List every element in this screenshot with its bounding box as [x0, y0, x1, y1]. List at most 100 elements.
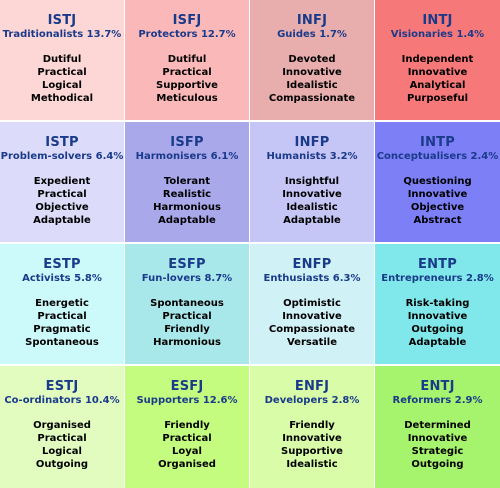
- type-code: ISFP: [170, 135, 204, 150]
- trait-item: Abstract: [413, 215, 462, 226]
- type-code: ENFP: [292, 257, 332, 272]
- trait-list: Determined Innovative Strategic Outgoing: [375, 419, 500, 471]
- trait-list: Optimistic Innovative Compassionate Versati…: [250, 297, 374, 349]
- trait-item: Pragmatic: [33, 324, 91, 335]
- type-label: Entrepreneurs 2.8%: [381, 273, 494, 284]
- type-cell-esfj: ESFJ Supporters 12.6% Friendly Practical Loy…: [125, 366, 249, 488]
- type-code: INTP: [420, 135, 455, 150]
- trait-list: Questioning Innovative Objective Abstract: [375, 175, 500, 227]
- type-cell-infj: INFJ Guides 1.7% Devoted Innovative Idealist…: [250, 0, 374, 120]
- trait-list: Risk-taking Innovative Outgoing Adaptable: [375, 297, 500, 349]
- type-cell-entj: ENTJ Reformers 2.9% Determined Innovative St…: [375, 366, 500, 488]
- trait-item: Optimistic: [283, 298, 341, 309]
- type-label: Co-ordinators 10.4%: [4, 395, 120, 406]
- trait-item: Meticulous: [156, 93, 218, 104]
- trait-item: Loyal: [172, 446, 202, 457]
- type-code: ENFJ: [294, 379, 330, 394]
- trait-item: Tolerant: [163, 176, 211, 187]
- trait-item: Idealistic: [286, 459, 338, 470]
- trait-item: Practical: [37, 311, 87, 322]
- trait-item: Friendly: [289, 420, 335, 431]
- type-code: INFP: [294, 135, 330, 150]
- type-cell-entp: ENTP Entrepreneurs 2.8% Risk-taking Innovat…: [375, 244, 500, 364]
- type-code: ISFJ: [172, 13, 202, 28]
- trait-item: Innovative: [282, 311, 342, 322]
- type-cell-isfp: ISFP Harmonisers 6.1% Tolerant Realistic Har…: [125, 122, 249, 242]
- type-label: Guides 1.7%: [277, 29, 347, 40]
- trait-item: Innovative: [282, 189, 342, 200]
- type-cell-esfp: ESFP Fun-lovers 8.7% Spontaneous Practical F…: [125, 244, 249, 364]
- trait-item: Harmonious: [153, 337, 221, 348]
- trait-item: Adaptable: [158, 215, 216, 226]
- trait-item: Questioning: [403, 176, 472, 187]
- trait-item: Compassionate: [268, 324, 356, 335]
- type-cell-intp: INTP Conceptualisers 2.4% Questioning Innov…: [375, 122, 500, 242]
- trait-item: Innovative: [407, 67, 468, 78]
- type-code: ENTP: [418, 257, 457, 272]
- trait-item: Innovative: [282, 433, 342, 444]
- trait-item: Devoted: [288, 54, 336, 65]
- trait-item: Adaptable: [283, 215, 341, 226]
- type-code: ESTJ: [45, 379, 79, 394]
- trait-item: Innovative: [407, 189, 468, 200]
- type-cell-estj: ESTJ Co-ordinators 10.4% Organised Practica…: [0, 366, 124, 488]
- trait-item: Energetic: [35, 298, 89, 309]
- trait-list: Friendly Innovative Supportive Idealistic: [250, 419, 374, 471]
- trait-item: Independent: [401, 54, 474, 65]
- trait-list: Friendly Practical Loyal Organised: [125, 419, 249, 471]
- trait-item: Dutiful: [42, 54, 82, 65]
- trait-item: Adaptable: [33, 215, 91, 226]
- trait-list: Organised Practical Logical Outgoing: [0, 419, 124, 471]
- type-cell-isfj: ISFJ Protectors 12.7% Dutiful Practical Supp…: [125, 0, 249, 120]
- type-code: ESFJ: [170, 379, 204, 394]
- trait-item: Practical: [162, 311, 212, 322]
- trait-item: Expedient: [33, 176, 91, 187]
- trait-list: Spontaneous Practical Friendly Harmonious: [125, 297, 249, 349]
- trait-item: Dutiful: [167, 54, 207, 65]
- type-label: Humanists 3.2%: [266, 151, 358, 162]
- type-code: INTJ: [422, 13, 453, 28]
- trait-item: Organised: [158, 459, 216, 470]
- trait-item: Risk-taking: [405, 298, 470, 309]
- trait-list: Tolerant Realistic Harmonious Adaptable: [125, 175, 249, 227]
- trait-list: Devoted Innovative Idealistic Compassionate: [250, 53, 374, 105]
- trait-item: Logical: [42, 446, 82, 457]
- trait-item: Idealistic: [286, 80, 338, 91]
- type-label: Reformers 2.9%: [392, 395, 483, 406]
- type-code: ESTP: [43, 257, 81, 272]
- trait-item: Methodical: [30, 93, 94, 104]
- type-code: ESFP: [168, 257, 206, 272]
- trait-item: Outgoing: [411, 459, 464, 470]
- type-code: ISTJ: [47, 13, 77, 28]
- type-code: ENTJ: [420, 379, 455, 394]
- trait-item: Objective: [35, 202, 89, 213]
- type-label: Visionaries 1.4%: [390, 29, 485, 40]
- trait-item: Organised: [33, 420, 91, 431]
- trait-item: Friendly: [164, 420, 210, 431]
- type-cell-intj: INTJ Visionaries 1.4% Independent Innovativ…: [375, 0, 500, 120]
- trait-item: Purposeful: [406, 93, 469, 104]
- type-cell-istj: ISTJ Traditionalists 13.7% Dutiful Practica…: [0, 0, 124, 120]
- type-label: Developers 2.8%: [264, 395, 360, 406]
- trait-item: Determined: [404, 420, 471, 431]
- type-cell-enfj: ENFJ Developers 2.8% Friendly Innovative Sup…: [250, 366, 374, 488]
- trait-item: Outgoing: [35, 459, 89, 470]
- trait-item: Innovative: [407, 311, 468, 322]
- trait-item: Innovative: [282, 67, 342, 78]
- type-cell-estp: ESTP Activists 5.8% Energetic Practical Prag…: [0, 244, 124, 364]
- trait-item: Practical: [37, 433, 87, 444]
- type-label: Supporters 12.6%: [136, 395, 238, 406]
- trait-list: Dutiful Practical Supportive Meticulous: [125, 53, 249, 105]
- trait-item: Logical: [42, 80, 82, 91]
- type-label: Conceptualisers 2.4%: [376, 151, 499, 162]
- type-code: ISTP: [45, 135, 79, 150]
- trait-item: Versatile: [286, 337, 338, 348]
- type-code: INFJ: [296, 13, 328, 28]
- type-label: Problem-solvers 6.4%: [0, 151, 124, 162]
- type-label: Protectors 12.7%: [138, 29, 236, 40]
- type-label: Enthusiasts 6.3%: [263, 273, 361, 284]
- trait-list: Insightful Innovative Idealistic Adaptable: [250, 175, 374, 227]
- type-label: Fun-lovers 8.7%: [141, 273, 233, 284]
- trait-item: Analytical: [409, 80, 466, 91]
- trait-item: Outgoing: [411, 324, 464, 335]
